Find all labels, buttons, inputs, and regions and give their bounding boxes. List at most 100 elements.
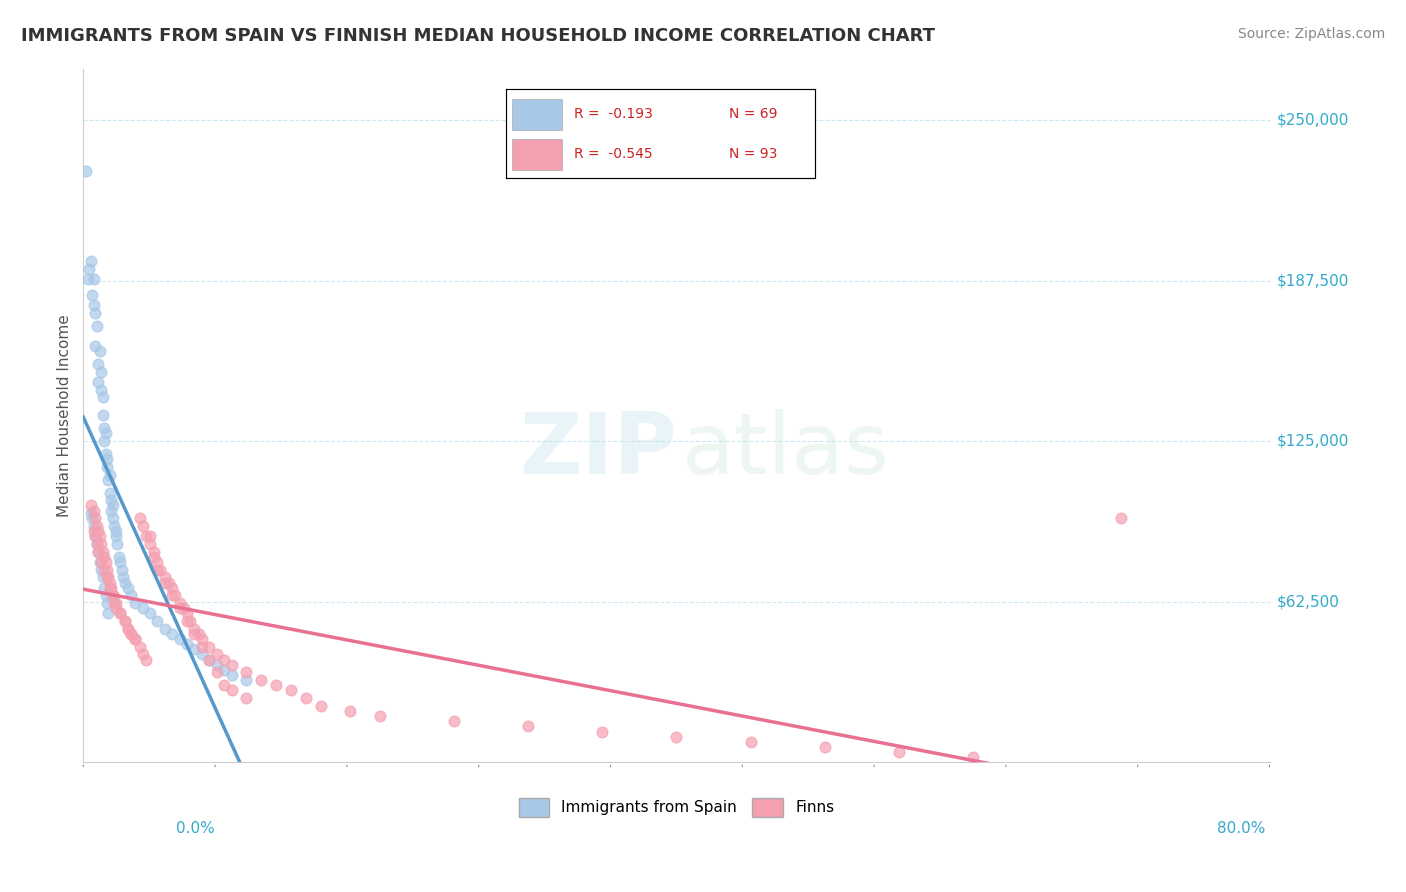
Point [87,544,110,558]
Point [93,549,115,564]
Point [169,596,191,610]
Point [117,622,139,636]
Point [294,691,316,706]
Point [124,632,146,646]
Point [98,581,121,595]
Point [183,622,205,636]
Point [80,499,103,513]
Point [887,745,910,759]
Point [90,383,112,397]
Point [108,549,131,564]
Point [96,596,118,610]
Point [591,724,613,739]
Point [187,627,209,641]
Point [665,730,688,744]
Point [117,622,139,636]
Point [93,563,115,577]
Point [83,524,105,538]
Point [205,648,228,662]
Point [157,575,180,590]
Point [83,519,105,533]
Point [103,519,125,533]
FancyBboxPatch shape [512,139,562,170]
Point [135,529,157,543]
Point [212,678,235,692]
Point [368,709,391,723]
Point [205,657,228,672]
Point [309,698,332,713]
Point [96,459,118,474]
Point [87,357,110,371]
Point [97,570,120,584]
Point [98,485,121,500]
Point [93,421,115,435]
Point [89,344,111,359]
Text: R =  -0.193: R = -0.193 [574,107,652,121]
Point [139,529,162,543]
Point [280,683,302,698]
Point [962,750,984,764]
Point [124,596,146,610]
Point [149,563,172,577]
Point [143,544,166,558]
Text: N = 69: N = 69 [728,107,778,121]
Text: $187,500: $187,500 [1277,273,1348,288]
Point [221,668,243,682]
Point [169,601,191,615]
Point [75,164,97,178]
Point [221,657,243,672]
Point [89,529,111,543]
Text: R =  -0.545: R = -0.545 [574,147,652,161]
Point [80,506,103,520]
Point [91,570,114,584]
Point [191,640,214,654]
FancyBboxPatch shape [512,99,562,130]
Text: Source: ZipAtlas.com: Source: ZipAtlas.com [1237,27,1385,41]
Point [83,503,105,517]
Point [84,529,107,543]
Point [112,570,135,584]
Point [77,262,100,277]
Point [104,529,127,543]
Point [94,447,117,461]
Point [212,663,235,677]
Point [131,519,153,533]
Point [110,607,132,621]
Point [90,563,112,577]
Point [93,434,115,449]
Point [212,652,235,666]
Point [82,511,104,525]
Point [221,683,243,698]
Point [139,537,162,551]
Y-axis label: Median Household Income: Median Household Income [58,314,72,516]
Point [111,563,134,577]
Point [91,544,114,558]
Point [146,555,169,569]
Text: $250,000: $250,000 [1277,112,1348,128]
Point [98,575,121,590]
Point [83,298,105,312]
Text: ZIP: ZIP [519,409,676,491]
Point [264,678,287,692]
Point [100,493,122,508]
Point [84,529,107,543]
Point [93,581,115,595]
Point [153,575,176,590]
Point [101,588,124,602]
Point [94,588,117,602]
Point [131,648,153,662]
Point [131,601,153,615]
Point [165,588,187,602]
Point [80,254,103,268]
Point [104,596,127,610]
Point [740,735,762,749]
Point [114,614,136,628]
Point [87,544,110,558]
Point [176,637,198,651]
Point [103,596,125,610]
Point [162,588,184,602]
Point [235,665,257,680]
Point [82,287,104,301]
Point [114,614,136,628]
Point [139,607,162,621]
